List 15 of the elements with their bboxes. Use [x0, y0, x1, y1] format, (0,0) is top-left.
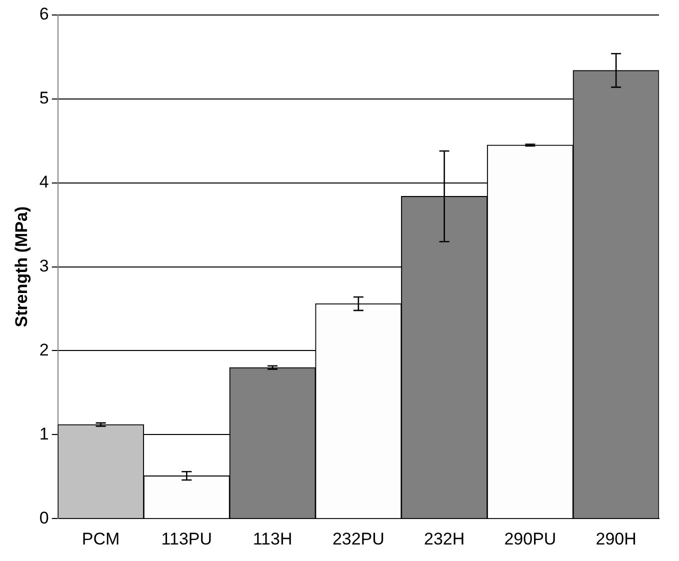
y-tick-label: 4 — [39, 172, 49, 192]
y-tick-label: 0 — [39, 508, 49, 528]
x-tick-label: 113H — [252, 529, 292, 548]
x-tick-label: PCM — [82, 529, 120, 548]
y-tick-label: 3 — [39, 256, 49, 276]
x-tick-label: 290PU — [504, 529, 556, 548]
y-tick-label: 1 — [39, 424, 49, 444]
y-tick-label: 6 — [39, 4, 49, 24]
y-tick-label: 2 — [39, 340, 49, 360]
x-tick-label: 232H — [424, 529, 465, 548]
y-tick-label: 5 — [39, 88, 49, 108]
x-tick-label: 232PU — [332, 529, 384, 548]
x-tick-label: 113PU — [161, 529, 212, 548]
x-tick-label: 290H — [596, 529, 636, 548]
y-axis-title: Strength (MPa) — [12, 206, 31, 328]
